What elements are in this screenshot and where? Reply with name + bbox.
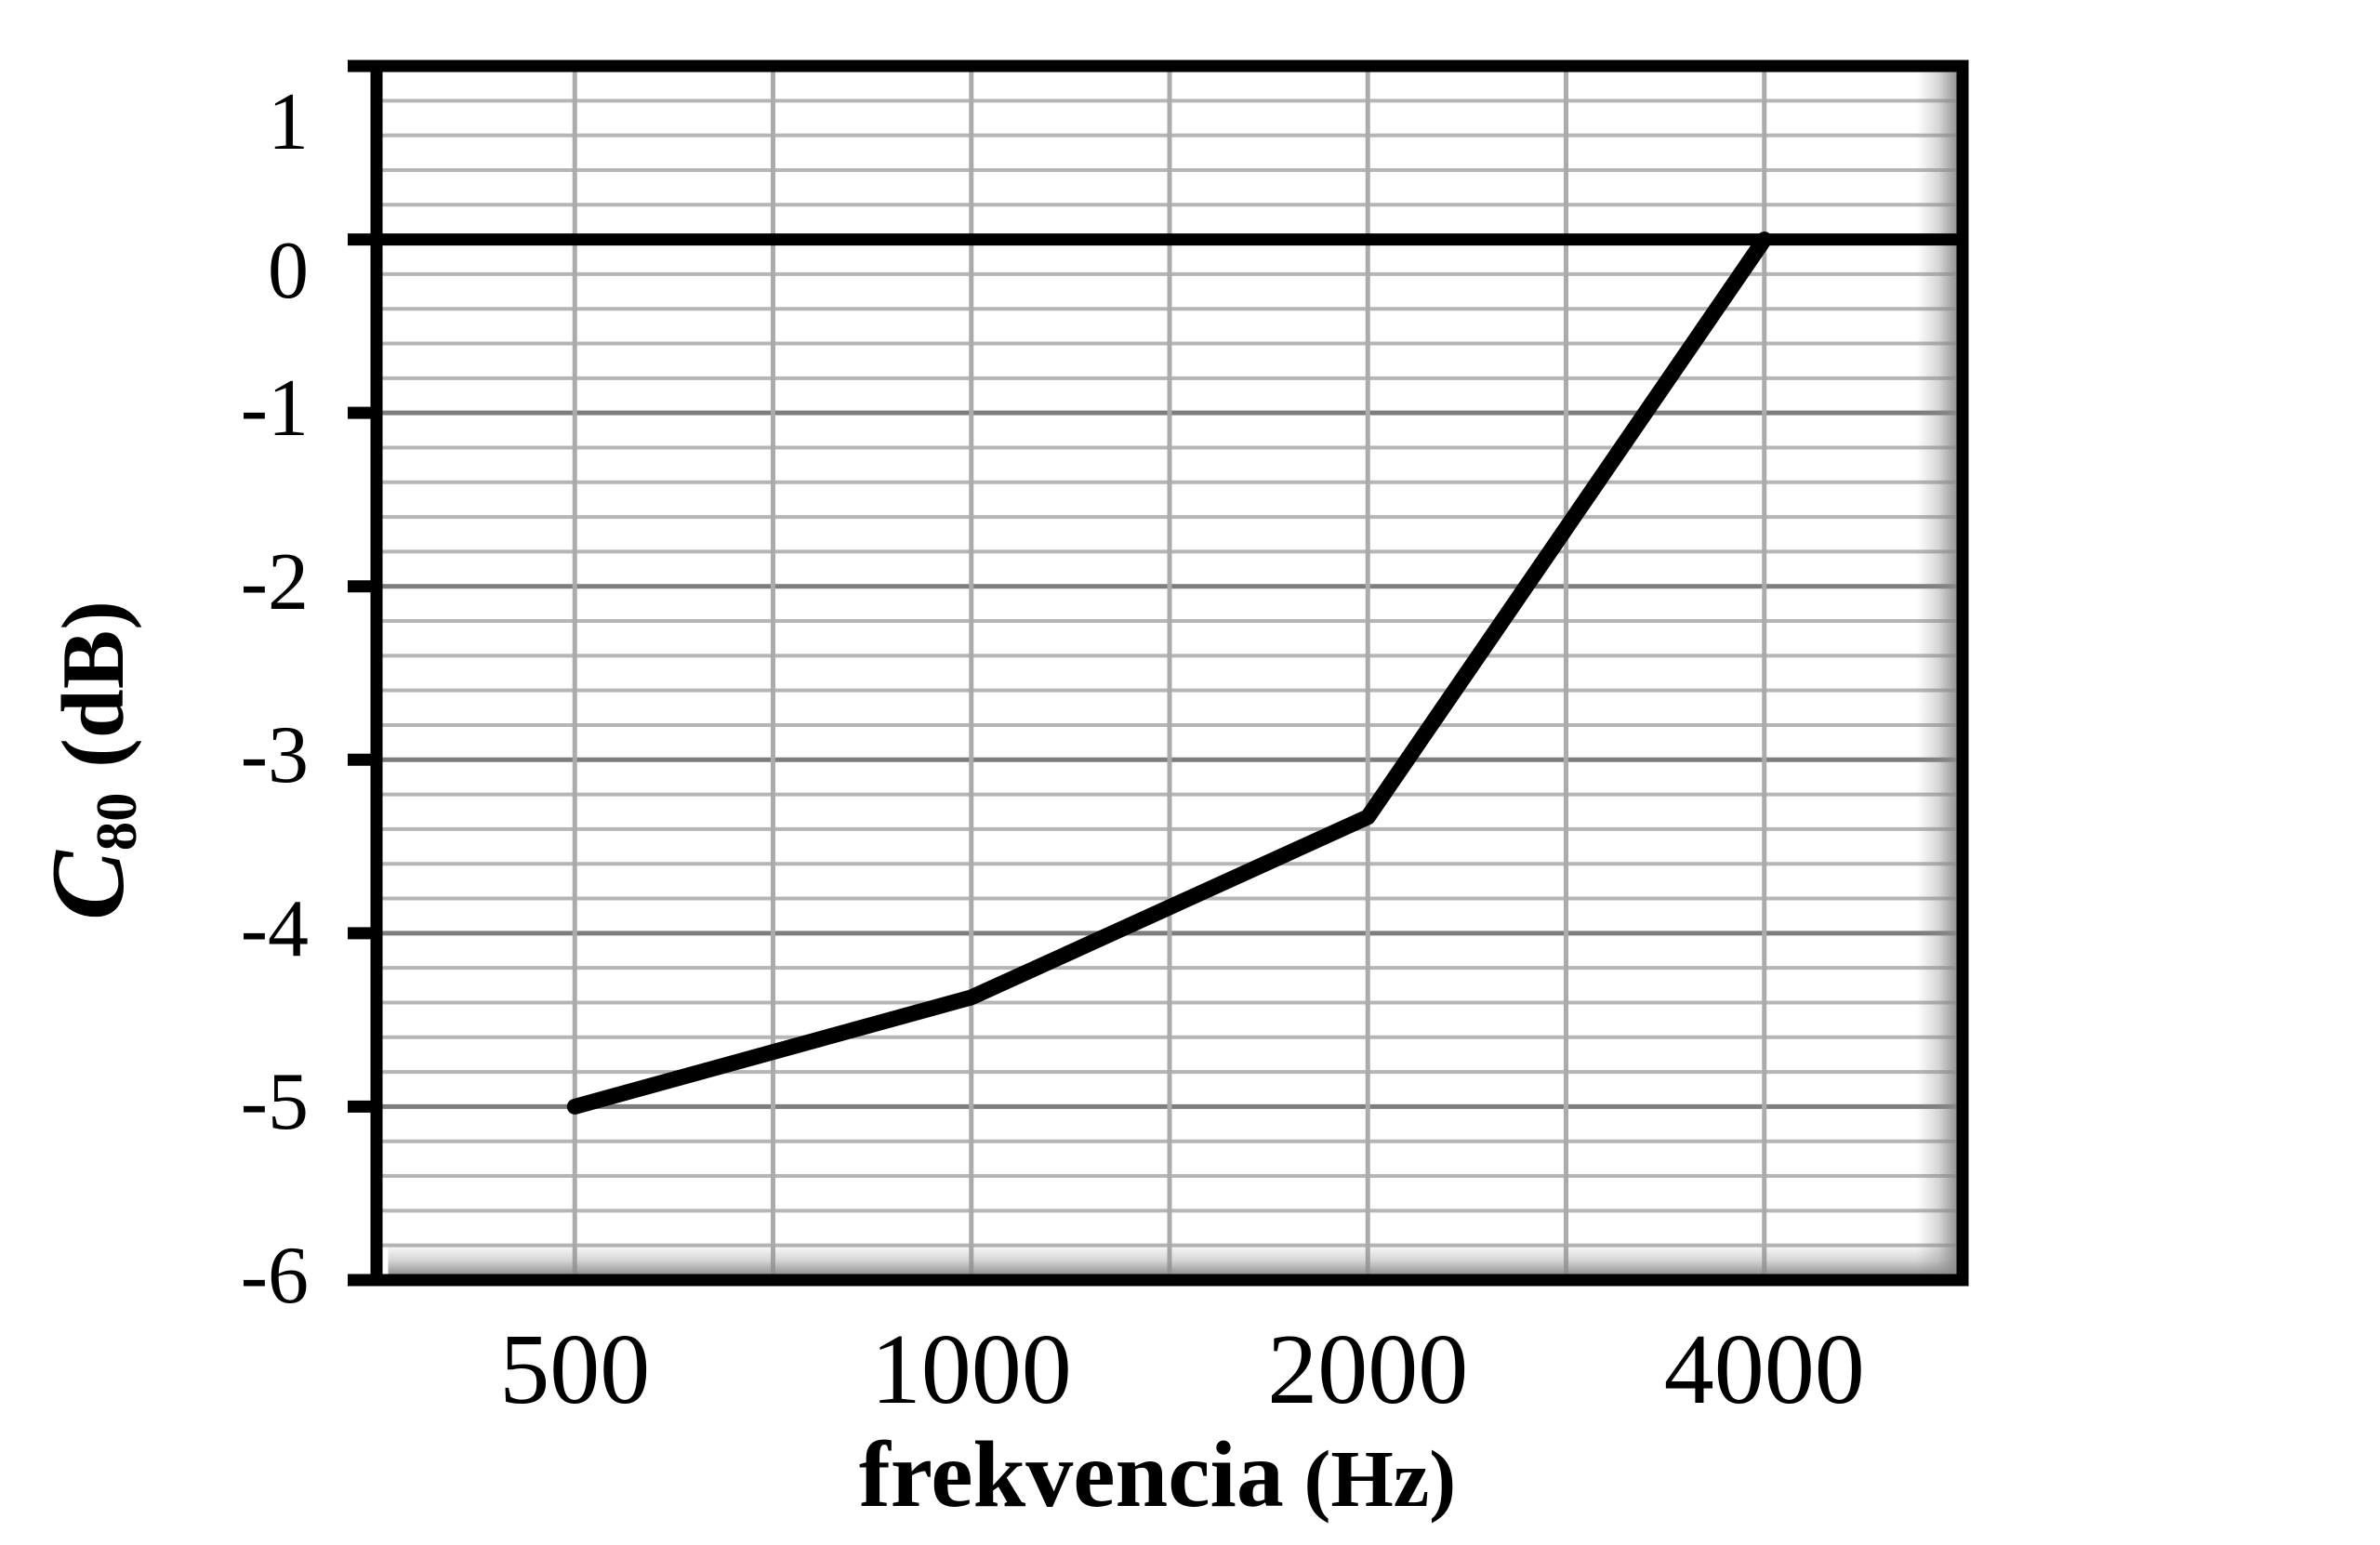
x-tick-label: 4000 xyxy=(1663,1314,1865,1425)
data-line-c80 xyxy=(566,231,1773,1115)
shadow-bottom xyxy=(388,1243,1957,1274)
y-axis-title: C80 (dB) xyxy=(0,203,186,1318)
x-tick-label: 500 xyxy=(499,1314,651,1425)
y-tick-label: -4 xyxy=(240,883,309,974)
y-tick-label: -1 xyxy=(240,363,309,455)
x-tick-label: 2000 xyxy=(1267,1314,1469,1425)
plot-inner-shadow xyxy=(388,72,1957,1274)
x-axis-unit: (Hz) xyxy=(1303,1434,1457,1524)
y-tick-label: -5 xyxy=(240,1057,309,1148)
x-tick-label: 1000 xyxy=(870,1314,1072,1425)
y-tick-label: 1 xyxy=(268,77,309,167)
x-axis-title-main: frekvencia xyxy=(858,1422,1284,1527)
x-axis-title: frekvencia (Hz) xyxy=(600,1422,1715,1527)
shadow-right xyxy=(1916,72,1957,1274)
gridlines-vertical xyxy=(572,72,1767,1274)
y-tick-label: 0 xyxy=(268,225,309,316)
y-tick-label: -2 xyxy=(240,536,309,627)
y-axis-ticks xyxy=(348,59,371,1287)
y-tick-label: -6 xyxy=(240,1231,309,1321)
y-axis-unit: (dB) xyxy=(44,601,142,768)
y-axis-symbol: C xyxy=(31,851,146,920)
y-axis-symbol-subscript: 80 xyxy=(83,792,149,852)
plot-frame xyxy=(370,59,1969,1287)
y-tick-label: -3 xyxy=(240,710,309,801)
